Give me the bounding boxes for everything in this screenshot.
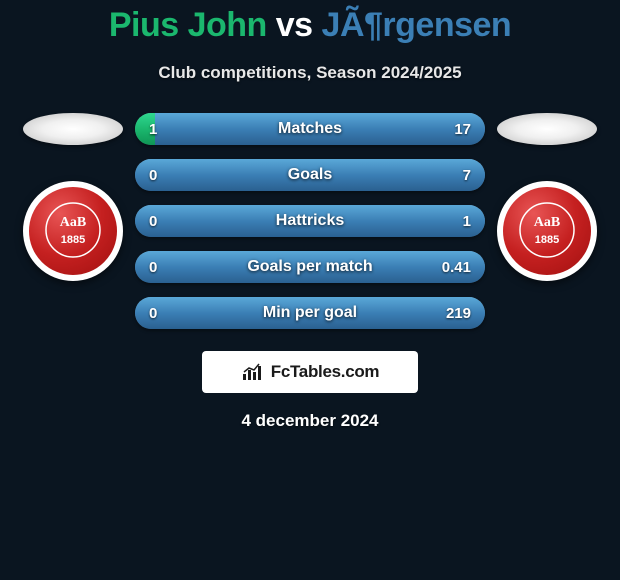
- stat-label: Goals per match: [247, 258, 372, 276]
- stat-value-left: 0: [149, 305, 157, 322]
- stat-row: 0 Min per goal 219: [135, 297, 485, 329]
- stat-row: 0 Goals 7: [135, 159, 485, 191]
- stat-value-left: 1: [149, 121, 157, 138]
- player2-side: AaB 1885: [497, 113, 597, 281]
- player1-name: Pius John: [109, 6, 267, 44]
- stat-label: Goals: [288, 166, 332, 184]
- player1-avatar: [23, 113, 123, 145]
- stat-row: 1 Matches 17: [135, 113, 485, 145]
- chart-icon: [241, 362, 265, 382]
- stat-row: 0 Goals per match 0.41: [135, 251, 485, 283]
- player1-club-badge: AaB 1885: [23, 181, 123, 281]
- stat-value-left: 0: [149, 167, 157, 184]
- player1-side: AaB 1885: [23, 113, 123, 281]
- stat-value-right: 17: [454, 121, 471, 138]
- subtitle: Club competitions, Season 2024/2025: [0, 63, 620, 83]
- svg-text:1885: 1885: [61, 234, 85, 246]
- stat-label: Hattricks: [276, 212, 344, 230]
- stat-value-right: 0.41: [442, 259, 471, 276]
- vs-text: vs: [276, 6, 313, 44]
- stat-value-left: 0: [149, 213, 157, 230]
- player2-avatar: [497, 113, 597, 145]
- stat-row: 0 Hattricks 1: [135, 205, 485, 237]
- stat-value-right: 1: [463, 213, 471, 230]
- stat-value-left: 0: [149, 259, 157, 276]
- stat-label: Min per goal: [263, 304, 357, 322]
- stats-bars: 1 Matches 17 0 Goals 7 0 Hattricks 1 0 G…: [135, 113, 485, 329]
- svg-text:AaB: AaB: [534, 215, 560, 230]
- date-text: 4 december 2024: [0, 411, 620, 431]
- footer-brand-text: FcTables.com: [271, 362, 380, 382]
- svg-text:AaB: AaB: [60, 215, 86, 230]
- stat-label: Matches: [278, 120, 342, 138]
- comparison-title: Pius John vs JÃ¶rgensen: [0, 6, 620, 45]
- footer-brand-logo: FcTables.com: [202, 351, 418, 393]
- stat-value-right: 219: [446, 305, 471, 322]
- player2-name: JÃ¶rgensen: [322, 6, 512, 44]
- svg-text:1885: 1885: [535, 234, 559, 246]
- club-badge-text: AaB 1885: [43, 200, 103, 263]
- player2-club-badge: AaB 1885: [497, 181, 597, 281]
- stat-value-right: 7: [463, 167, 471, 184]
- club-badge-text: AaB 1885: [517, 200, 577, 263]
